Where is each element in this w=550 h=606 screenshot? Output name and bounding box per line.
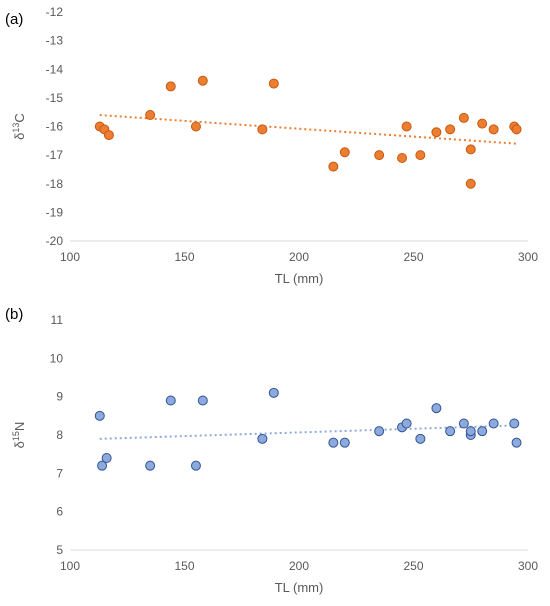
panel-b-y-axis-title: δ15N xyxy=(11,422,27,449)
x-tick-label: 300 xyxy=(518,559,538,573)
x-tick-label: 200 xyxy=(289,250,309,264)
x-tick-label: 250 xyxy=(403,250,423,264)
y-tick-label: 11 xyxy=(51,313,64,327)
data-point xyxy=(445,124,456,135)
data-point xyxy=(197,395,208,406)
data-point xyxy=(103,130,114,141)
data-point xyxy=(431,127,442,138)
y-tick-label: -20 xyxy=(46,234,64,248)
y-tick-label: -14 xyxy=(46,62,64,76)
y-tick-label: 10 xyxy=(50,351,64,365)
panel-b-y-tick-labels: 5 6 7 8 9 10 11 xyxy=(50,313,64,557)
panel-a-y-tick-labels: -12 -13 -14 -15 -16 -17 -18 -19 -20 xyxy=(46,5,64,248)
data-point xyxy=(190,460,201,471)
panel-b-y-axis-title-suffix: N xyxy=(12,422,27,431)
x-tick-label: 250 xyxy=(403,559,423,573)
panel-a-x-axis-title: TL (mm) xyxy=(275,271,324,286)
y-tick-label: -13 xyxy=(46,34,64,48)
data-point xyxy=(509,418,520,429)
data-point xyxy=(339,147,350,158)
panel-b-y-axis-title-superscript: 15 xyxy=(11,431,21,441)
data-point xyxy=(101,453,112,463)
data-point xyxy=(401,121,412,132)
data-point xyxy=(257,124,268,135)
data-point xyxy=(511,437,522,448)
data-point xyxy=(339,437,350,448)
data-point xyxy=(431,403,442,414)
panel-a-label: (a) xyxy=(5,11,23,28)
y-tick-label: -15 xyxy=(46,91,64,105)
data-point xyxy=(94,410,105,421)
data-point xyxy=(165,81,176,92)
data-point xyxy=(465,178,476,189)
data-point xyxy=(511,124,522,135)
y-tick-label: -12 xyxy=(46,5,64,19)
panel-b-y-axis-title-prefix: δ xyxy=(12,441,27,448)
data-point xyxy=(268,387,279,398)
data-point xyxy=(465,426,476,437)
y-tick-label: 9 xyxy=(56,390,63,404)
x-tick-label: 300 xyxy=(518,250,538,264)
panel-b-data-points xyxy=(94,387,522,471)
panel-a-y-axis-title-prefix: δ xyxy=(12,133,27,140)
data-point xyxy=(465,144,476,155)
y-tick-label: 7 xyxy=(56,466,63,480)
x-tick-label: 100 xyxy=(60,559,80,573)
y-tick-label: -18 xyxy=(46,177,64,191)
data-point xyxy=(488,418,499,429)
y-tick-label: 6 xyxy=(56,505,63,519)
data-point xyxy=(190,121,201,132)
x-tick-label: 200 xyxy=(289,559,309,573)
x-tick-label: 150 xyxy=(174,250,194,264)
data-point xyxy=(145,110,156,121)
data-point xyxy=(397,152,408,163)
data-point xyxy=(328,161,339,172)
panel-a-y-axis-title: δ13C xyxy=(11,113,27,140)
panel-a-x-tick-labels: 100 150 200 250 300 xyxy=(60,250,538,264)
chart-panel-b: (b) 5 6 7 8 9 10 11 100 150 200 250 300 δ15N TL (m… xyxy=(5,306,538,595)
y-tick-label: -17 xyxy=(46,148,64,162)
panel-a-y-axis-title-suffix: C xyxy=(12,113,27,122)
data-point xyxy=(165,395,176,406)
y-tick-label: 8 xyxy=(56,428,63,442)
x-tick-label: 100 xyxy=(60,250,80,264)
data-point xyxy=(374,426,385,437)
panel-b-label: (b) xyxy=(5,306,23,323)
data-point xyxy=(488,124,499,135)
panel-a-y-axis-title-superscript: 13 xyxy=(11,123,21,133)
data-point xyxy=(145,460,156,471)
y-tick-label: 5 xyxy=(56,543,63,557)
panel-b-x-axis-title: TL (mm) xyxy=(275,580,324,595)
data-point xyxy=(197,75,208,86)
y-tick-label: -16 xyxy=(46,120,64,134)
data-point xyxy=(268,78,279,89)
data-point xyxy=(257,433,268,444)
x-tick-label: 150 xyxy=(174,559,194,573)
data-point xyxy=(445,426,456,437)
data-point xyxy=(415,150,426,161)
panel-b-x-tick-labels: 100 150 200 250 300 xyxy=(60,559,538,573)
data-point xyxy=(477,426,488,437)
data-point xyxy=(458,112,469,123)
data-point xyxy=(458,418,469,429)
data-point xyxy=(477,118,488,129)
data-point xyxy=(328,437,339,448)
data-point xyxy=(97,460,108,471)
chart-panel-a: (a) -12 -13 -14 -15 -16 -17 -18 -19 -20 100 150 20… xyxy=(5,5,538,286)
data-point xyxy=(374,150,385,161)
y-tick-label: -19 xyxy=(46,205,64,219)
data-point xyxy=(415,433,426,444)
data-point xyxy=(401,418,412,429)
panel-a-data-points xyxy=(94,75,522,189)
